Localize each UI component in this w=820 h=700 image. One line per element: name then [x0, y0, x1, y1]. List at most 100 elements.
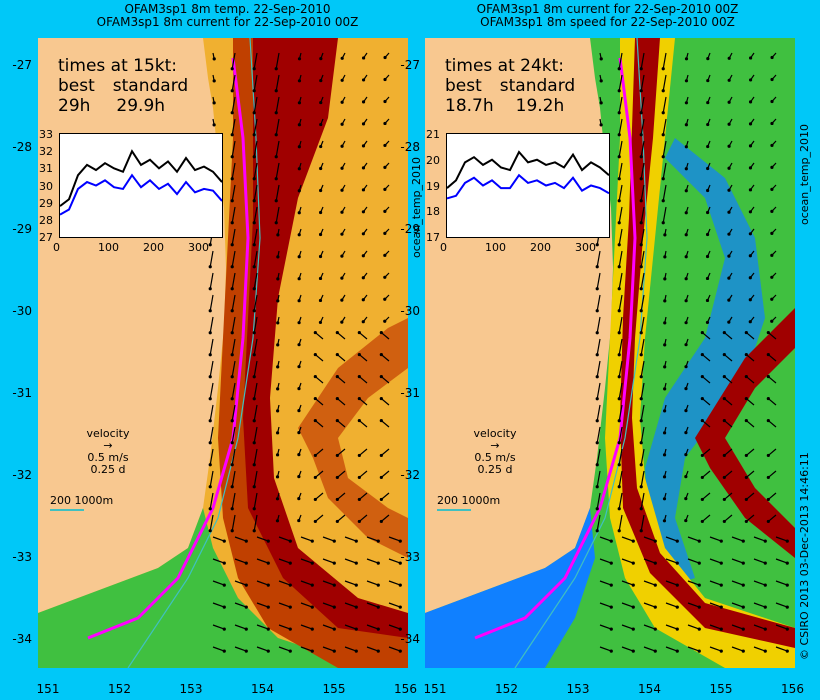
right-velocity-vector	[640, 514, 645, 531]
left-velocity-vector	[231, 184, 236, 201]
right-velocity-vector-head	[770, 275, 774, 279]
left-velocity-vector	[253, 250, 258, 267]
left-velocity-vector-head	[297, 255, 301, 259]
right-velocity-vector-head	[639, 375, 643, 379]
right-velocity-vector-head	[661, 111, 665, 115]
right-velocity-vector-head	[748, 188, 753, 192]
left-velocity-vector-head	[222, 605, 226, 609]
left-velocity-vector-head	[310, 561, 314, 565]
right-velocity-vector-head	[639, 89, 643, 93]
right-velocity-vector-head	[727, 166, 731, 170]
right-velocity-vector	[618, 140, 623, 157]
right-velocity-vector	[701, 470, 711, 478]
right-velocity-vector-head	[697, 561, 701, 565]
right-velocity-vector	[621, 624, 634, 630]
left-velocity-vector-head	[398, 561, 402, 565]
left-velocity-vector-head	[222, 561, 226, 565]
left-velocity-vector-head	[252, 221, 256, 225]
left-velocity-vector	[278, 602, 291, 608]
right-velocity-vector	[665, 536, 678, 542]
right-velocity-vector-head	[653, 649, 657, 653]
right-y-tick-label: -30	[400, 304, 420, 318]
right-velocity-vector-head	[700, 374, 704, 379]
right-standard-label: standard	[499, 76, 576, 96]
right-velocity-vector-head	[639, 397, 643, 401]
right-velocity-vector-head	[684, 189, 688, 193]
right-velocity-vector-head	[763, 627, 767, 631]
right-velocity-vector-head	[741, 627, 745, 631]
left-times-box: times at 15kt: best standard 29h 29.9h	[58, 56, 188, 116]
right-velocity-vector	[640, 294, 645, 311]
right-x-tick-label: 151	[423, 682, 447, 696]
right-velocity-vector-head	[631, 583, 635, 587]
right-velocity-vector	[618, 162, 623, 179]
left-velocity-vector-head	[230, 155, 234, 159]
left-velocity-vector-head	[335, 475, 339, 480]
left-velocity-vector-head	[230, 485, 234, 489]
left-velocity-vector-head	[244, 627, 248, 631]
right-velocity-vector-head	[631, 605, 635, 609]
left-velocity-vector-head	[357, 374, 361, 379]
left-velocity-vector-head	[383, 297, 387, 301]
left-velocity-vector-head	[340, 100, 344, 104]
left-y-tick-label: -28	[12, 140, 32, 154]
right-velocity-vector-head	[599, 57, 603, 61]
left-velocity-vector	[380, 420, 390, 428]
right-standard-value: 19.2h	[515, 96, 565, 116]
right-velocity-vector-head	[653, 605, 657, 609]
right-velocity-vector-head	[722, 475, 726, 480]
right-velocity-vector-head	[763, 649, 767, 653]
left-x-tick-label: 152	[108, 682, 131, 696]
left-velocity-vector-head	[252, 397, 256, 401]
left-velocity-vector	[209, 294, 214, 311]
left-velocity-vector	[380, 354, 390, 362]
left-velocity-vector	[256, 580, 269, 586]
right-velocity-vector-head	[706, 166, 710, 171]
right-velocity-vector-head	[700, 330, 704, 335]
left-velocity-vector	[314, 448, 324, 456]
left-velocity-vector	[314, 420, 324, 428]
right-velocity-vector-head	[719, 605, 723, 609]
right-velocity-vector-head	[617, 111, 621, 115]
left-velocity-vector-head	[275, 475, 280, 479]
left-velocity-vector-head	[297, 123, 301, 127]
left-velocity-vector	[253, 74, 258, 91]
right-velocity-vector	[640, 228, 645, 245]
left-velocity-vector	[275, 52, 280, 69]
right-inset-y-tick: 17	[426, 231, 440, 244]
right-velocity-vector	[596, 360, 601, 377]
right-velocity-vector-head	[748, 100, 753, 104]
right-velocity-vector-head	[727, 122, 731, 126]
right-velocity-vector-head	[617, 331, 621, 335]
left-velocity-vector	[231, 118, 236, 135]
right-velocity-vector	[640, 184, 645, 201]
right-velocity-vector	[709, 624, 722, 630]
left-velocity-vector	[253, 470, 258, 487]
left-velocity-vector	[388, 602, 401, 608]
left-velocity-vector	[300, 536, 313, 542]
left-velocity-vector	[380, 448, 390, 456]
left-velocity-vector-head	[208, 331, 212, 335]
right-velocity-vector-head	[617, 221, 621, 225]
right-velocity-vector	[618, 382, 623, 399]
right-y-tick-label: -34	[400, 632, 420, 646]
right-velocity-vector-head	[722, 396, 726, 401]
right-velocity-vector	[775, 536, 788, 542]
left-velocity-vector-head	[376, 539, 380, 543]
left-velocity-vector-head	[222, 539, 226, 543]
right-velocity-vector	[745, 354, 755, 362]
right-velocity-vector-head	[706, 144, 710, 149]
left-velocity-vector-head	[362, 56, 366, 60]
right-velocity-vector-head	[748, 144, 753, 148]
right-velocity-vector-head	[741, 561, 745, 565]
left-velocity-vector-head	[222, 649, 226, 653]
right-velocity-vector-head	[684, 299, 688, 303]
left-velocity-vector	[231, 74, 236, 91]
left-velocity-vector-head	[212, 57, 216, 61]
right-velocity-vector-head	[617, 155, 621, 159]
right-velocity-vector-head	[770, 165, 774, 170]
left-velocity-vector	[231, 448, 236, 465]
left-velocity-vector-head	[244, 539, 248, 543]
right-scale-legend: 200 1000m	[437, 494, 517, 514]
left-velocity-vector	[380, 470, 390, 478]
